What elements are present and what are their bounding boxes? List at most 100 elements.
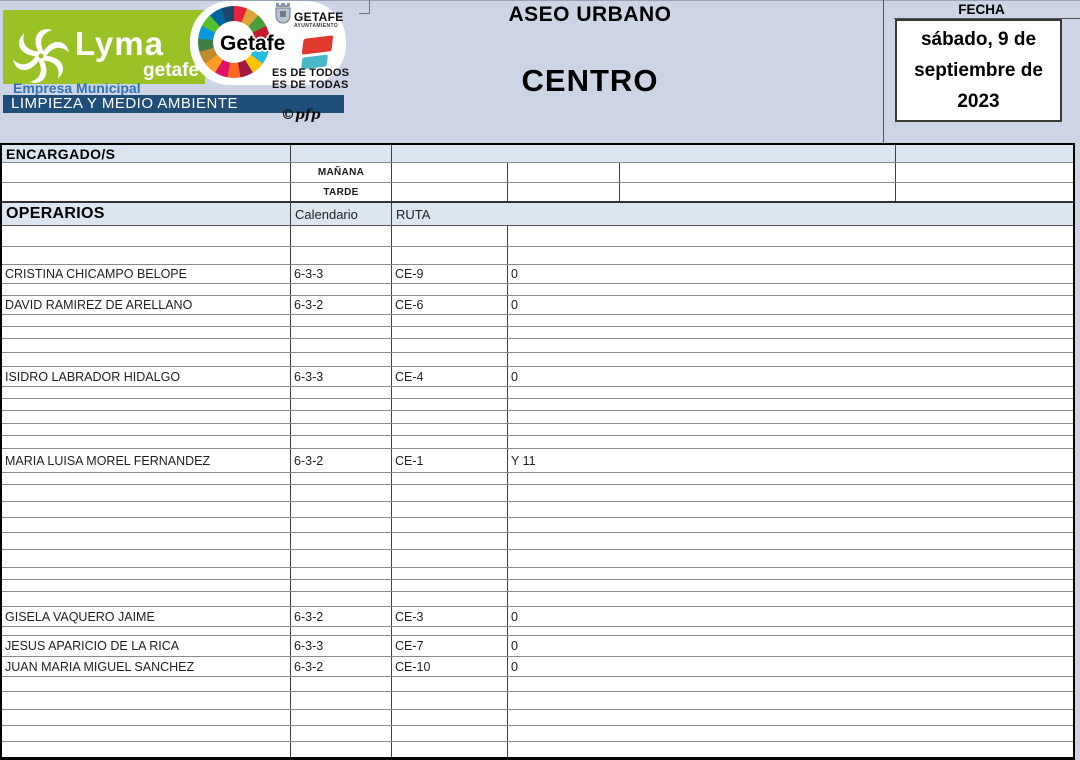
cell-ruta[interactable] — [392, 473, 508, 484]
tarde-label-cell[interactable]: TARDE — [291, 183, 392, 201]
cell-ruta[interactable] — [392, 315, 508, 326]
cell-empty[interactable] — [896, 145, 1073, 162]
cell-empty[interactable] — [896, 163, 1073, 182]
cell-ruta[interactable] — [392, 677, 508, 691]
cell-valor[interactable] — [508, 226, 1073, 246]
cell-name[interactable] — [2, 518, 291, 532]
cell-valor[interactable] — [508, 485, 1073, 501]
cell-calendario[interactable] — [291, 339, 392, 352]
cell-name[interactable] — [2, 550, 291, 567]
cell-name[interactable]: ISIDRO LABRADOR HIDALGO — [2, 367, 291, 386]
cell-valor[interactable] — [508, 710, 1073, 725]
cell-ruta[interactable] — [392, 247, 508, 264]
cell-valor[interactable] — [508, 353, 1073, 366]
cell-name[interactable] — [2, 387, 291, 398]
cell-valor[interactable] — [508, 436, 1073, 448]
cell-valor[interactable] — [508, 315, 1073, 326]
cell-ruta[interactable] — [392, 692, 508, 709]
cell-calendario[interactable] — [291, 710, 392, 725]
cell-calendario[interactable] — [291, 411, 392, 423]
cell-valor[interactable] — [508, 726, 1073, 741]
cell-valor[interactable] — [508, 550, 1073, 567]
cell-ruta[interactable] — [392, 533, 508, 549]
cell-name[interactable] — [2, 726, 291, 741]
cell-ruta[interactable]: CE-1 — [392, 449, 508, 472]
cell-ruta[interactable] — [392, 387, 508, 398]
cell-ruta[interactable] — [392, 424, 508, 435]
cell-valor[interactable] — [508, 339, 1073, 352]
cell-valor[interactable] — [508, 692, 1073, 709]
cell-ruta[interactable]: CE-7 — [392, 636, 508, 656]
cell-empty[interactable] — [508, 163, 620, 182]
cell-valor[interactable] — [508, 502, 1073, 517]
cell-calendario[interactable] — [291, 726, 392, 741]
cell-valor[interactable] — [508, 284, 1073, 295]
cell-calendario[interactable]: 6-3-2 — [291, 607, 392, 626]
cell-valor[interactable] — [508, 399, 1073, 410]
cell-empty[interactable] — [392, 145, 896, 162]
cell-calendario[interactable]: 6-3-2 — [291, 657, 392, 676]
cell-calendario[interactable] — [291, 550, 392, 567]
cell-empty[interactable] — [508, 183, 620, 201]
cell-calendario[interactable] — [291, 518, 392, 532]
cell-empty[interactable] — [392, 163, 508, 182]
cell-name[interactable] — [2, 533, 291, 549]
cell-valor[interactable] — [508, 533, 1073, 549]
manana-label-cell[interactable]: MAÑANA — [291, 163, 392, 182]
cell-ruta[interactable] — [392, 284, 508, 295]
cell-name[interactable] — [2, 677, 291, 691]
cell-calendario[interactable]: 6-3-2 — [291, 296, 392, 314]
cell-ruta[interactable] — [392, 485, 508, 501]
cell-ruta[interactable] — [392, 710, 508, 725]
cell-ruta[interactable] — [392, 353, 508, 366]
cell-ruta[interactable]: CE-3 — [392, 607, 508, 626]
cell-empty[interactable] — [896, 183, 1073, 201]
cell-valor[interactable] — [508, 247, 1073, 264]
cell-calendario[interactable] — [291, 315, 392, 326]
cell-ruta[interactable] — [392, 339, 508, 352]
fecha-value-cell[interactable]: sábado, 9 de septiembre de 2023 — [895, 19, 1062, 122]
cell-name[interactable] — [2, 339, 291, 352]
cell-valor[interactable] — [508, 518, 1073, 532]
cell-calendario[interactable] — [291, 692, 392, 709]
cell-ruta[interactable] — [392, 550, 508, 567]
cell-name[interactable]: MARIA LUISA MOREL FERNANDEZ — [2, 449, 291, 472]
cell-ruta[interactable] — [392, 502, 508, 517]
encargados-header-cell[interactable]: ENCARGADO/S — [2, 145, 291, 162]
cell-ruta[interactable] — [392, 592, 508, 606]
cell-ruta[interactable]: CE-4 — [392, 367, 508, 386]
cell-valor[interactable] — [508, 473, 1073, 484]
cell-valor[interactable] — [508, 568, 1073, 579]
cell-ruta[interactable] — [392, 399, 508, 410]
cell-name[interactable] — [2, 710, 291, 725]
ruta-header-cell[interactable]: RUTA — [396, 206, 431, 222]
cell-name[interactable]: CRISTINA CHICAMPO BELOPE — [2, 265, 291, 283]
cell-calendario[interactable] — [291, 533, 392, 549]
cell-empty[interactable] — [2, 183, 291, 201]
cell-calendario[interactable]: 6-3-2 — [291, 449, 392, 472]
cell-calendario[interactable] — [291, 627, 392, 635]
cell-valor[interactable]: 0 — [511, 267, 518, 281]
cell-calendario[interactable] — [291, 677, 392, 691]
cell-name[interactable] — [2, 502, 291, 517]
cell-valor[interactable] — [508, 580, 1073, 591]
cell-empty[interactable] — [392, 183, 508, 201]
cell-empty[interactable] — [2, 163, 291, 182]
cell-calendario[interactable] — [291, 424, 392, 435]
cell-valor[interactable] — [508, 677, 1073, 691]
cell-calendario[interactable] — [291, 502, 392, 517]
cell-name[interactable] — [2, 568, 291, 579]
cell-calendario[interactable] — [291, 592, 392, 606]
operarios-header-cell[interactable]: OPERARIOS — [2, 203, 291, 225]
cell-valor[interactable] — [508, 387, 1073, 398]
cell-calendario[interactable]: 6-3-3 — [291, 367, 392, 386]
cell-name[interactable] — [2, 436, 291, 448]
cell-calendario[interactable]: 6-3-3 — [291, 636, 392, 656]
cell-name[interactable] — [2, 627, 291, 635]
calendario-header-cell[interactable]: Calendario — [291, 203, 392, 225]
cell-name[interactable] — [2, 742, 291, 757]
cell-valor[interactable] — [508, 424, 1073, 435]
cell-name[interactable]: JUAN MARIA MIGUEL SANCHEZ — [2, 657, 291, 676]
cell-ruta[interactable] — [392, 742, 508, 757]
cell-ruta[interactable]: CE-9 — [392, 265, 508, 283]
